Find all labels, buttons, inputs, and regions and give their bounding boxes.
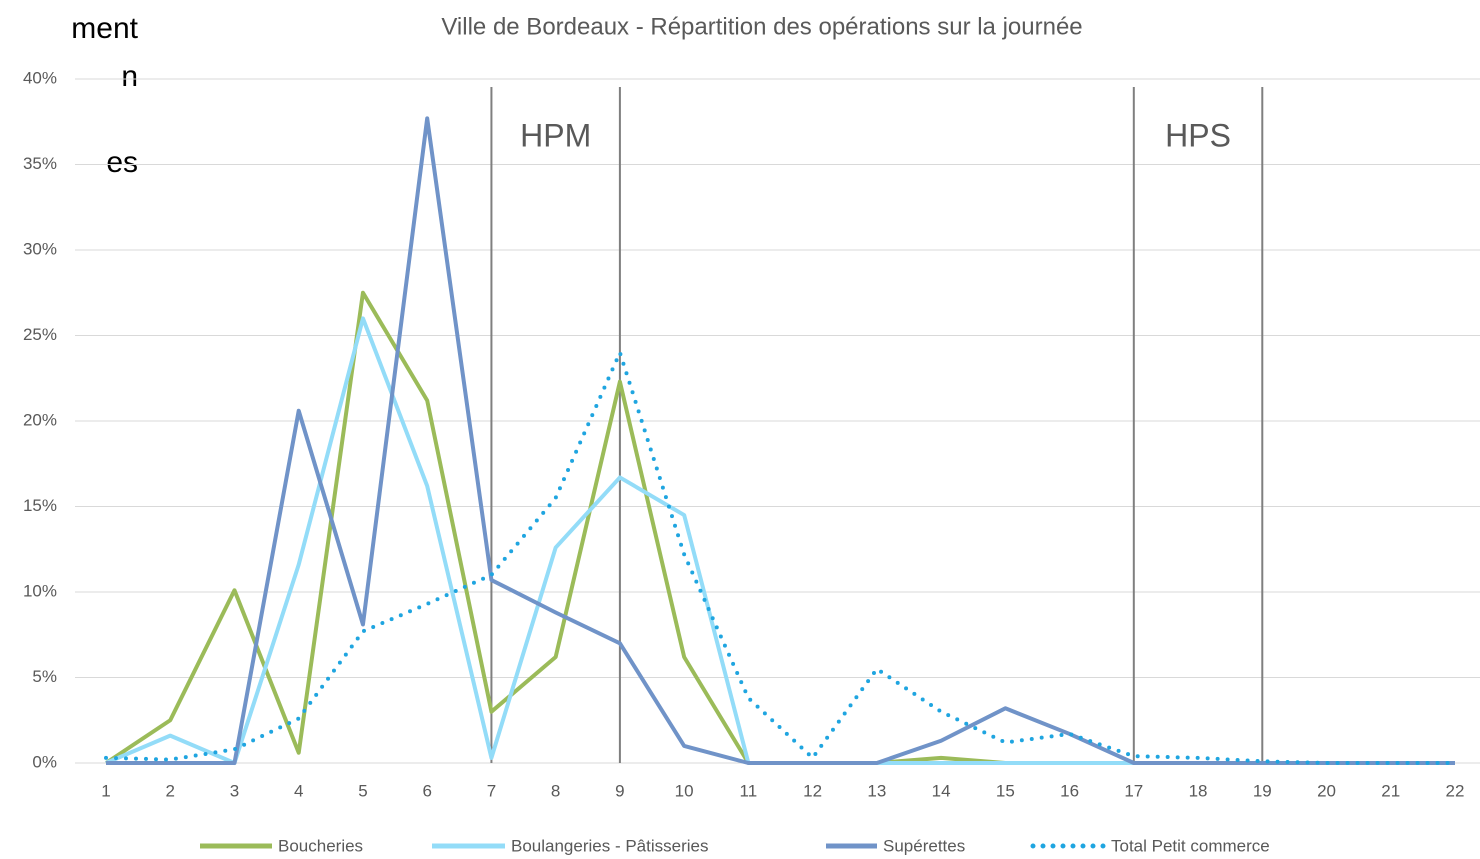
x-tick-label: 2 xyxy=(166,781,175,800)
x-tick-label: 10 xyxy=(675,781,694,800)
y-tick-label: 25% xyxy=(23,325,57,344)
x-tick-label: 5 xyxy=(358,781,367,800)
clipped-text: ment xyxy=(71,12,138,45)
y-tick-label: 5% xyxy=(32,667,57,686)
x-tick-label: 21 xyxy=(1381,781,1400,800)
legend-label: Total Petit commerce xyxy=(1111,836,1270,855)
x-tick-label: 4 xyxy=(294,781,303,800)
clipped-text: es xyxy=(106,146,138,179)
annotation: HPS xyxy=(1165,117,1231,153)
x-tick-label: 9 xyxy=(615,781,624,800)
legend-label: Boucheries xyxy=(278,836,363,855)
chart-title: Ville de Bordeaux - Répartition des opér… xyxy=(441,13,1082,40)
x-tick-label: 11 xyxy=(740,781,758,800)
x-tick-label: 6 xyxy=(422,781,431,800)
x-tick-label: 7 xyxy=(487,781,496,800)
x-tick-label: 8 xyxy=(551,781,560,800)
clipped-text: n xyxy=(121,60,138,93)
y-tick-label: 30% xyxy=(23,239,57,258)
legend-label: Boulangeries - Pâtisseries xyxy=(511,836,708,855)
x-tick-label: 15 xyxy=(996,781,1015,800)
x-tick-label: 18 xyxy=(1189,781,1208,800)
x-tick-label: 3 xyxy=(230,781,239,800)
y-tick-label: 20% xyxy=(23,410,57,429)
y-tick-label: 15% xyxy=(23,496,57,515)
series-line xyxy=(104,350,1457,765)
y-tick-label: 35% xyxy=(23,154,57,173)
x-tick-label: 20 xyxy=(1317,781,1336,800)
x-tick-label: 14 xyxy=(932,781,951,800)
series-line xyxy=(106,116,1455,765)
legend-label: Supérettes xyxy=(883,836,965,855)
x-tick-label: 12 xyxy=(803,781,822,800)
y-tick-label: 10% xyxy=(23,581,57,600)
x-tick-label: 22 xyxy=(1446,781,1465,800)
x-tick-label: 19 xyxy=(1253,781,1272,800)
x-tick-label: 16 xyxy=(1060,781,1079,800)
y-tick-label: 0% xyxy=(32,752,57,771)
x-tick-label: 13 xyxy=(867,781,886,800)
x-tick-label: 17 xyxy=(1124,781,1143,800)
annotation: HPM xyxy=(520,117,591,153)
y-tick-label: 40% xyxy=(23,68,57,87)
x-tick-label: 1 xyxy=(101,781,110,800)
